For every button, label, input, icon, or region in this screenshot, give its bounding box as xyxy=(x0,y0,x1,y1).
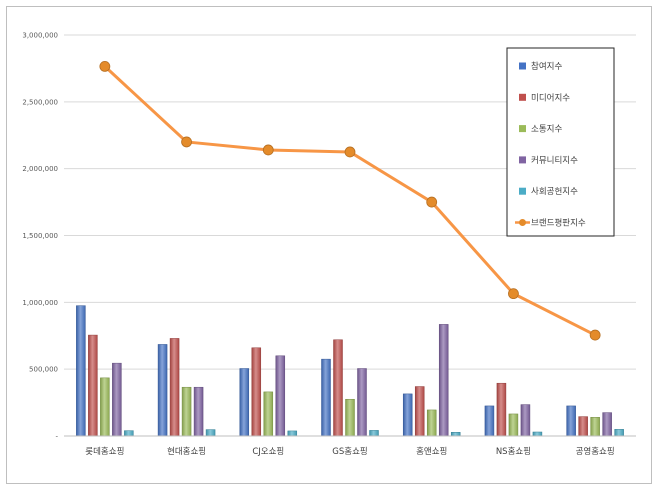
legend-label: 소통지수 xyxy=(531,125,562,135)
bar-커뮤니티지수 xyxy=(275,355,286,437)
bar-사회공헌지수 xyxy=(205,429,216,437)
x-tick-label: CJ오쇼핑 xyxy=(252,446,284,457)
legend-swatch xyxy=(519,93,526,101)
line-marker xyxy=(262,144,274,156)
x-tick-label: NS홈쇼핑 xyxy=(496,446,531,457)
bar-참여지수 xyxy=(402,393,413,437)
bar-참여지수 xyxy=(321,358,331,437)
bar-사회공헌지수 xyxy=(369,430,379,437)
bar-소통지수 xyxy=(100,377,110,437)
bar-미디어지수 xyxy=(496,382,507,437)
bar-참여지수 xyxy=(239,368,250,437)
bar-미디어지수 xyxy=(333,339,343,437)
bar-series xyxy=(76,305,624,437)
line-marker xyxy=(426,196,438,208)
y-tick-label: 3,000,000 xyxy=(22,32,58,40)
legend-label: 브랜드평판지수 xyxy=(531,218,586,229)
bar-참여지수 xyxy=(566,405,576,437)
legend-swatch xyxy=(519,156,526,164)
bar-사회공헌지수 xyxy=(124,430,134,437)
y-tick-label: 1,000,000 xyxy=(22,299,58,307)
x-tick-label: 현대홈쇼핑 xyxy=(167,446,206,457)
bar-소통지수 xyxy=(426,409,437,437)
bar-커뮤니티지수 xyxy=(520,404,531,437)
legend-swatch xyxy=(519,187,526,195)
bar-커뮤니티지수 xyxy=(193,386,204,437)
legend-label: 사회공헌지수 xyxy=(531,187,578,197)
bar-미디어지수 xyxy=(169,338,180,437)
line-series xyxy=(99,61,601,341)
line-marker xyxy=(99,61,111,72)
y-tick-label: 2,500,000 xyxy=(22,98,58,106)
bar-미디어지수 xyxy=(88,334,98,437)
y-tick-label: 2,000,000 xyxy=(22,165,58,173)
legend-marker xyxy=(519,219,526,226)
bar-커뮤니티지수 xyxy=(602,412,612,437)
y-axis-ticks: - 500,000 1,000,000 1,500,000 2,000,000 2,500… xyxy=(22,32,58,441)
y-tick-label: - xyxy=(55,433,58,441)
legend-swatch xyxy=(519,125,526,133)
bar-소통지수 xyxy=(508,413,519,437)
y-tick-label: 500,000 xyxy=(29,366,58,374)
legend-swatch xyxy=(519,62,526,70)
legend-box xyxy=(506,47,615,237)
x-tick-label: 롯데홈쇼핑 xyxy=(85,446,124,457)
bar-커뮤니티지수 xyxy=(112,362,122,437)
bar-커뮤니티지수 xyxy=(357,368,367,437)
legend-label: 미디어지수 xyxy=(531,92,570,103)
bar-미디어지수 xyxy=(578,416,588,437)
line-marker xyxy=(589,329,601,341)
bar-소통지수 xyxy=(263,391,274,437)
bar-미디어지수 xyxy=(251,347,262,437)
bar-사회공헌지수 xyxy=(287,430,298,437)
legend-label: 커뮤니티지수 xyxy=(531,155,578,166)
bar-참여지수 xyxy=(484,405,495,437)
line-marker xyxy=(508,288,519,300)
bar-소통지수 xyxy=(590,417,600,437)
x-tick-label: 공영홈쇼핑 xyxy=(576,446,615,457)
line-marker xyxy=(181,136,192,148)
bar-미디어지수 xyxy=(414,386,425,437)
bar-커뮤니티지수 xyxy=(438,324,449,437)
x-tick-label: GS홈쇼핑 xyxy=(332,446,367,457)
bar-사회공헌지수 xyxy=(614,429,624,437)
bar-소통지수 xyxy=(345,398,355,437)
bar-사회공헌지수 xyxy=(450,432,461,437)
line-marker xyxy=(344,146,356,158)
bar-소통지수 xyxy=(181,386,192,437)
bar-참여지수 xyxy=(157,344,168,437)
x-tick-label: 홈앤쇼핑 xyxy=(416,446,447,457)
y-tick-label: 1,500,000 xyxy=(22,232,58,240)
legend-label: 참여지수 xyxy=(531,61,562,72)
bar-사회공헌지수 xyxy=(532,431,543,437)
x-axis: 롯데홈쇼핑 현대홈쇼핑 CJ오쇼핑 GS홈쇼핑 홈앤쇼핑 NS홈쇼핑 공영홈쇼핑 xyxy=(64,435,636,457)
bar-참여지수 xyxy=(76,305,86,437)
